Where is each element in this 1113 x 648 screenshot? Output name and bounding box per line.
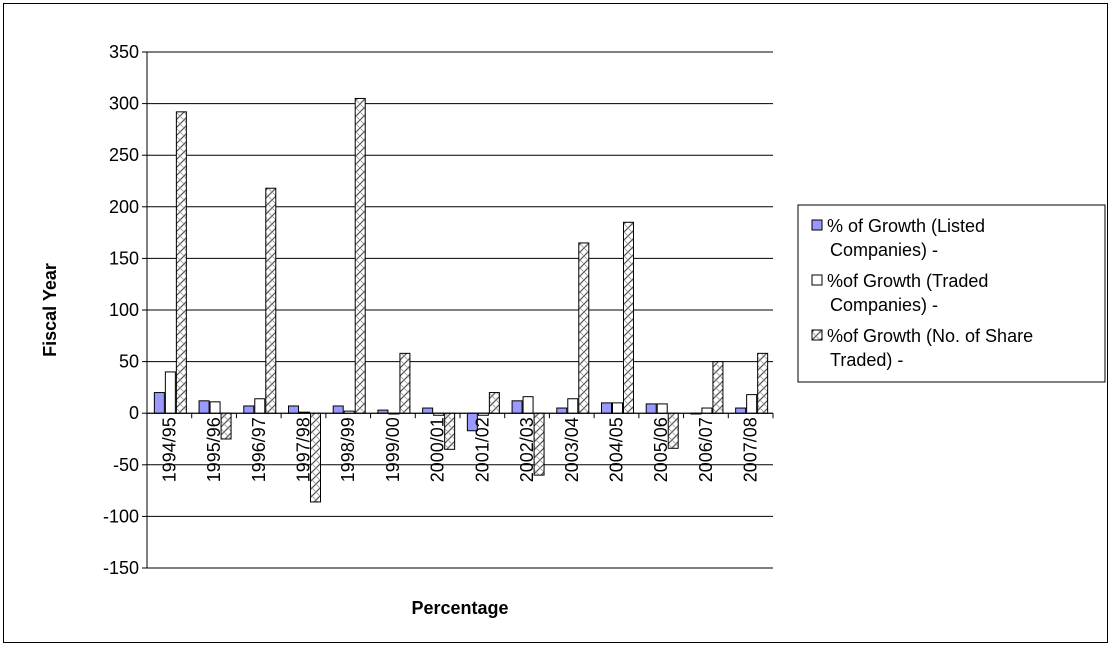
x-tick-label: 2002/03 — [517, 417, 537, 482]
legend-label: Companies) - — [830, 240, 938, 260]
legend-swatch — [811, 274, 823, 286]
bar-shares-1994-95 — [175, 111, 187, 414]
bar-listed-1995-96 — [198, 400, 210, 414]
bar-traded-1995-96 — [209, 401, 221, 414]
x-axis-title: Percentage — [411, 598, 508, 618]
bar-traded-1994-95 — [164, 371, 176, 414]
legend-label: %of Growth (Traded — [827, 271, 988, 291]
x-tick-label: 2006/07 — [696, 417, 716, 482]
bar-traded-1996-97 — [254, 398, 266, 414]
x-tick-label: 2001/02 — [472, 417, 492, 482]
x-tick-label: 1999/00 — [383, 417, 403, 482]
bar-shares-2007-08 — [757, 352, 769, 414]
bar-traded-2005-06 — [656, 403, 668, 414]
bar-traded-2003-04 — [567, 398, 579, 414]
gridlines — [142, 51, 773, 569]
bar-shares-1999-00 — [399, 352, 411, 414]
y-axis-title: Fiscal Year — [40, 263, 60, 357]
y-tick-label: 150 — [109, 248, 139, 268]
y-tick-label: 100 — [109, 300, 139, 320]
bar-listed-2005-06 — [645, 403, 657, 414]
y-tick-label: 0 — [129, 403, 139, 423]
bar-listed-2000-01 — [422, 407, 434, 414]
legend-swatch — [811, 329, 823, 341]
bar-listed-1996-97 — [243, 405, 255, 414]
legend-label: % of Growth (Listed — [827, 216, 985, 236]
bar-traded-2002-03 — [522, 396, 534, 414]
y-tick-label: 300 — [109, 94, 139, 114]
y-tick-label: -50 — [113, 455, 139, 475]
bars — [153, 97, 769, 503]
y-tick-label: -100 — [103, 506, 139, 526]
y-tick-label: -150 — [103, 558, 139, 578]
legend-label: %of Growth (No. of Share — [827, 326, 1033, 346]
x-tick-label: 1995/96 — [204, 417, 224, 482]
bar-shares-1996-97 — [265, 187, 277, 414]
x-tick-label: 2005/06 — [651, 417, 671, 482]
legend-box — [797, 204, 1106, 383]
bar-traded-2007-08 — [746, 394, 758, 414]
x-tick-labels: 1994/95 1995/96 1996/97 1997/98 1998/99 1999/… — [159, 413, 774, 482]
bar-shares-1998-99 — [354, 97, 366, 414]
bar-traded-2004-05 — [612, 402, 623, 414]
y-tick-label: 250 — [109, 145, 139, 165]
bar-listed-2007-08 — [735, 407, 747, 414]
bar-shares-2001-02 — [488, 392, 500, 414]
bar-listed-1994-95 — [153, 392, 165, 414]
bar-listed-2002-03 — [511, 400, 523, 414]
legend-label: Traded) - — [830, 350, 903, 370]
y-tick-label: 50 — [119, 352, 139, 372]
x-tick-label: 2004/05 — [607, 417, 627, 482]
x-tick-label: 1994/95 — [159, 417, 179, 482]
bar-listed-1998-99 — [332, 405, 344, 414]
y-tick-label: 350 — [109, 42, 139, 62]
bar-listed-2003-04 — [556, 407, 568, 414]
x-tick-label: 1998/99 — [338, 417, 358, 482]
legend-label: Companies) - — [830, 295, 938, 315]
x-tick-label: 1996/97 — [249, 417, 269, 482]
x-tick-label: 2003/04 — [562, 417, 582, 482]
x-tick-label: 2007/08 — [741, 417, 761, 482]
legend-swatch — [811, 219, 823, 231]
bar-shares-2006-07 — [712, 361, 724, 414]
x-tick-label: 1997/98 — [294, 417, 314, 482]
x-tick-label: 2000/01 — [428, 417, 448, 482]
legend: % of Growth (Listed Companies) - %of Growt… — [797, 204, 1106, 383]
bar-listed-1997-98 — [288, 405, 299, 414]
bar-traded-2006-07 — [701, 407, 713, 414]
bar-shares-2003-04 — [578, 242, 590, 414]
y-tick-label: 200 — [109, 197, 139, 217]
bar-shares-2004-05 — [623, 221, 634, 414]
bar-listed-2004-05 — [601, 402, 612, 414]
y-tick-labels: 350 300 250 200 150 100 50 0 -50 -100 -150 — [103, 42, 139, 578]
